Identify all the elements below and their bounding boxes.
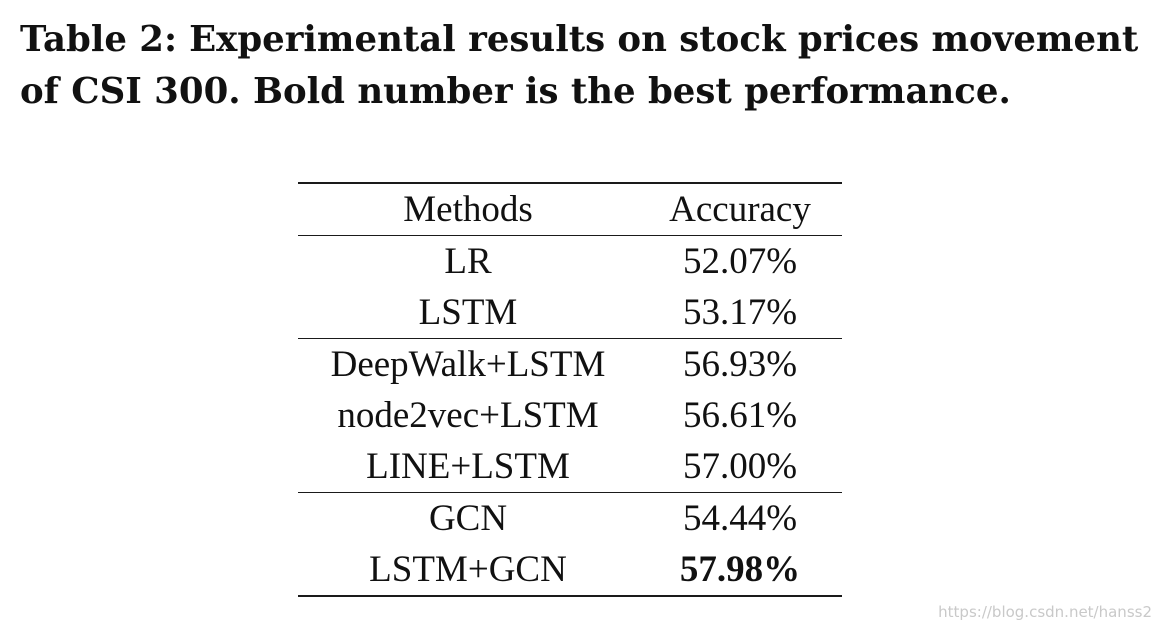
row-method: LSTM+GCN [369,549,567,590]
row-method: LINE+LSTM [366,446,570,487]
row-method: LSTM [418,292,518,333]
table-caption: Table 2: Experimental results on stock pr… [20,14,1140,118]
table-row: LINE+LSTM 57.00% [298,441,842,493]
table-row: LSTM+GCN 57.98% [298,544,842,596]
table-header: Methods Accuracy [298,183,842,236]
table-row: GCN 54.44% [298,492,842,545]
table-header-row: Methods Accuracy [298,183,842,236]
table-row: LR 52.07% [298,236,842,288]
row-accuracy: 57.00% [682,446,798,487]
results-table: Methods Accuracy LR 52.07% LSTM 53.17% D… [298,182,842,597]
row-accuracy-best: 57.98% [679,549,801,590]
row-method: GCN [428,498,508,539]
row-method: node2vec+LSTM [337,395,599,436]
table-row: node2vec+LSTM 56.61% [298,390,842,441]
table-body: LR 52.07% LSTM 53.17% DeepWalk+LSTM 56.9… [298,236,842,596]
row-method: LR [444,241,492,282]
header-methods: Methods [403,189,533,230]
row-accuracy: 53.17% [682,292,798,333]
watermark: https://blog.csdn.net/hanss2 [938,603,1152,621]
results-table-container: Methods Accuracy LR 52.07% LSTM 53.17% D… [298,182,842,597]
table-caption-label: Table 2: [20,19,178,60]
row-accuracy: 52.07% [682,241,798,282]
row-method: DeepWalk+LSTM [330,344,606,385]
header-accuracy: Accuracy [669,189,811,230]
table-row: LSTM 53.17% [298,287,842,339]
table-row: DeepWalk+LSTM 56.93% [298,338,842,391]
row-accuracy: 56.93% [682,344,798,385]
row-accuracy: 56.61% [682,395,798,436]
table-caption-text: Experimental results on stock prices mov… [20,19,1139,112]
row-accuracy: 54.44% [682,498,798,539]
